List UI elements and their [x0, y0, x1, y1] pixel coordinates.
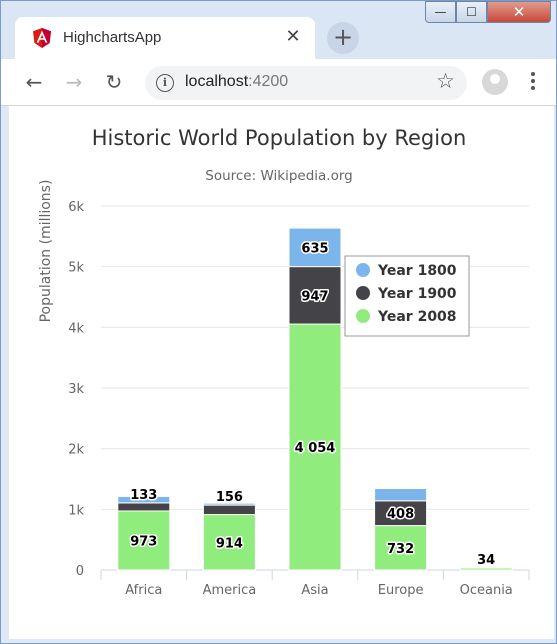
chart-title: Historic World Population by Region: [92, 126, 467, 150]
address-bar[interactable]: i localhost:4200 ☆: [145, 66, 467, 100]
tab-highchartsapp[interactable]: HighchartsApp ✕: [15, 17, 315, 59]
browser-toolbar: ← → ↻ i localhost:4200 ☆: [1, 59, 556, 106]
x-tick-label: Europe: [378, 583, 424, 598]
new-tab-button[interactable]: +: [327, 22, 359, 54]
y-axis-ticks: 0 1k 2k 3k 4k 5k 6k: [68, 200, 84, 579]
x-tick-label: Asia: [301, 583, 328, 598]
data-label: 156: [216, 490, 243, 505]
bar-segment: [374, 488, 428, 502]
tab-close-icon[interactable]: ✕: [285, 26, 301, 47]
legend-symbol: [356, 286, 370, 300]
forward-arrow-icon[interactable]: →: [65, 70, 83, 94]
x-tick-label: Oceania: [460, 583, 513, 598]
data-label: 947: [301, 289, 328, 304]
x-tick-label: Africa: [125, 583, 162, 598]
tab-title: HighchartsApp: [63, 29, 162, 46]
legend-symbol: [356, 309, 370, 323]
y-tick-label: 6k: [68, 200, 84, 215]
chart-subtitle: Source: Wikipedia.org: [205, 168, 352, 184]
x-axis: Africa America Asia Europe Oceania: [100, 570, 530, 598]
legend-item-label: Year 1900: [377, 286, 457, 302]
bar-segment: [288, 266, 342, 325]
y-tick-label: 3k: [68, 382, 84, 397]
url-host: localhost: [185, 73, 249, 90]
data-label: 4 054: [295, 441, 336, 456]
page-content: Historic World Population by Region Sour…: [9, 106, 554, 639]
y-tick-label: 4k: [68, 321, 84, 336]
data-label: 914: [216, 536, 243, 551]
data-label: 133: [130, 488, 157, 503]
tab-strip: HighchartsApp ✕ + — ☐ ✕: [1, 1, 556, 59]
bar-segment: [288, 227, 342, 268]
bars: 973 133 914 156 4 054 947 635 732 408 34: [117, 227, 513, 571]
url-port: :4200: [248, 73, 289, 90]
minimize-button[interactable]: —: [425, 1, 456, 23]
data-label: 973: [130, 534, 157, 549]
legend-symbol: [356, 263, 370, 277]
bar-segment: [374, 500, 428, 527]
bar-segment: [288, 323, 342, 571]
profile-avatar-icon[interactable]: [482, 69, 508, 95]
info-icon[interactable]: i: [156, 74, 174, 92]
reload-icon[interactable]: ↻: [105, 70, 123, 94]
maximize-button[interactable]: ☐: [456, 1, 487, 23]
bookmark-star-icon[interactable]: ☆: [436, 69, 455, 93]
legend-item-label: Year 2008: [377, 309, 457, 325]
stacked-bar-chart: Historic World Population by Region Sour…: [38, 126, 530, 598]
y-tick-label: 2k: [68, 443, 84, 458]
bar-segment: [117, 495, 171, 504]
bar-segment: [202, 514, 256, 571]
data-label: 732: [387, 542, 414, 557]
y-tick-label: 1k: [68, 503, 84, 518]
close-window-button[interactable]: ✕: [487, 1, 551, 23]
data-label: 635: [301, 241, 328, 256]
back-arrow-icon[interactable]: ←: [25, 70, 43, 94]
data-label: 34: [477, 553, 495, 568]
y-tick-label: 0: [76, 564, 84, 579]
bar-segment: [202, 502, 256, 506]
x-tick-label: America: [203, 583, 257, 598]
legend-item-label: Year 1800: [377, 263, 457, 279]
bar-segment: [202, 504, 256, 516]
y-axis-label: Population (millions): [38, 180, 54, 323]
url-text[interactable]: localhost:4200: [185, 73, 288, 91]
angular-logo-icon: [33, 28, 51, 48]
menu-dots-icon[interactable]: [529, 70, 537, 96]
legend[interactable]: Year 1800 Year 1900 Year 2008: [344, 255, 470, 337]
y-tick-label: 5k: [68, 261, 84, 276]
data-label: 408: [387, 507, 414, 522]
bar-segment: [117, 502, 171, 512]
